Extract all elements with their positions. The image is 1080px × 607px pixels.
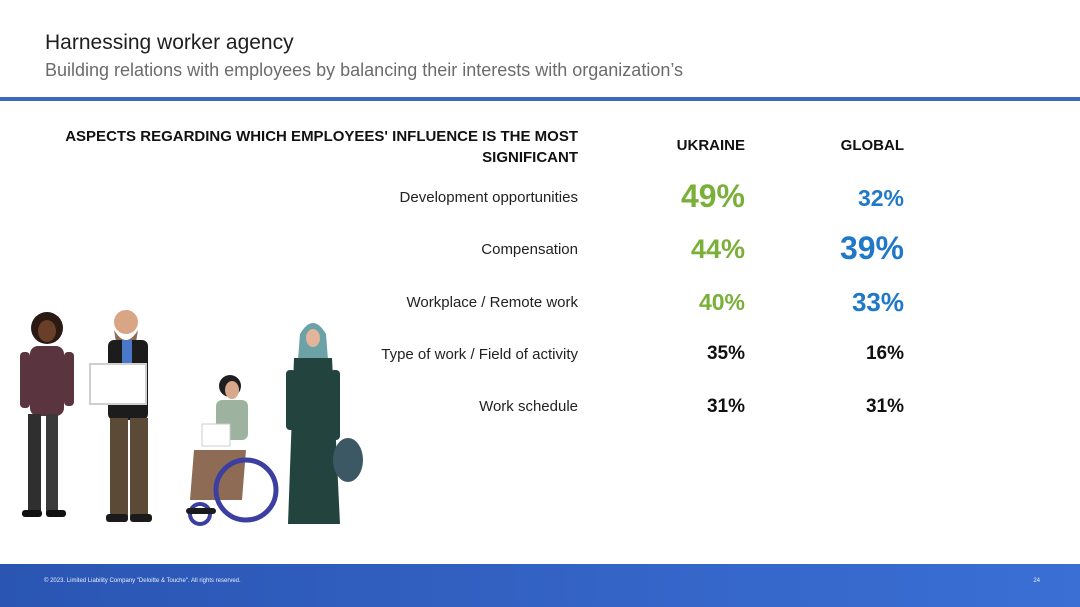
woman-figure bbox=[20, 312, 74, 517]
wheelchair-figure bbox=[186, 375, 279, 526]
woman-with-bag-figure bbox=[286, 323, 363, 524]
aspects-column-header: ASPECTS REGARDING WHICH EMPLOYEES' INFLU… bbox=[65, 128, 578, 166]
ukraine-column-header: UKRAINE bbox=[676, 137, 745, 154]
slide-title: Harnessing worker agency bbox=[45, 31, 294, 54]
people-illustration bbox=[20, 310, 363, 526]
header-divider bbox=[0, 97, 1080, 101]
ukraine-value-work-schedule: 31% bbox=[706, 396, 745, 417]
footer-bar: © 2023. Limited Liability Company "Deloi… bbox=[0, 564, 1080, 607]
row-label-compensation: Compensation bbox=[481, 241, 578, 258]
man-figure bbox=[89, 310, 152, 522]
row-label-type-of-work: Type of work / Field of activity bbox=[381, 346, 578, 363]
global-value-development: 32% bbox=[857, 185, 904, 211]
global-value-workplace: 33% bbox=[851, 287, 904, 317]
copyright-text: © 2023. Limited Liability Company "Deloi… bbox=[44, 578, 241, 584]
ukraine-value-compensation: 44% bbox=[690, 234, 745, 264]
slide-subtitle: Building relations with employees by bal… bbox=[45, 60, 684, 80]
global-column-header: GLOBAL bbox=[840, 137, 904, 154]
ukraine-value-type-of-work: 35% bbox=[706, 343, 745, 364]
row-label-work-schedule: Work schedule bbox=[479, 398, 578, 415]
row-label-workplace: Workplace / Remote work bbox=[406, 294, 578, 311]
ukraine-value-workplace: 40% bbox=[698, 289, 745, 315]
global-value-type-of-work: 16% bbox=[865, 343, 904, 364]
row-label-development: Development opportunities bbox=[399, 189, 578, 206]
global-value-compensation: 39% bbox=[839, 230, 904, 266]
ukraine-value-development: 49% bbox=[680, 178, 745, 214]
page-number: 24 bbox=[1033, 578, 1040, 584]
global-value-work-schedule: 31% bbox=[865, 396, 904, 417]
